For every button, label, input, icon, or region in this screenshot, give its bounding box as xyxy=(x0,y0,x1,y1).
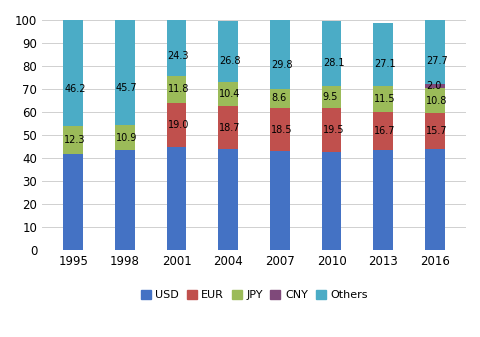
Text: 26.8: 26.8 xyxy=(219,56,240,66)
Bar xyxy=(115,125,134,150)
Text: 27.7: 27.7 xyxy=(425,56,447,66)
Bar xyxy=(321,86,341,108)
Text: 19.5: 19.5 xyxy=(322,125,344,135)
Text: 9.5: 9.5 xyxy=(322,92,337,102)
Text: 11.8: 11.8 xyxy=(168,85,189,94)
Text: 19.0: 19.0 xyxy=(168,120,189,130)
Text: 46.2: 46.2 xyxy=(64,84,85,94)
Text: 2.0: 2.0 xyxy=(425,81,441,91)
Text: 11.5: 11.5 xyxy=(373,94,395,104)
Bar xyxy=(424,113,444,149)
Text: 15.7: 15.7 xyxy=(425,126,447,136)
Bar xyxy=(424,88,444,113)
Bar xyxy=(218,82,238,106)
Bar xyxy=(218,149,238,250)
Bar xyxy=(115,20,134,125)
Text: 10.4: 10.4 xyxy=(219,89,240,99)
Bar xyxy=(218,106,238,149)
Bar xyxy=(115,150,134,250)
Bar xyxy=(372,23,392,86)
Text: 24.3: 24.3 xyxy=(168,51,189,61)
Text: 10.8: 10.8 xyxy=(425,96,446,106)
Legend: USD, EUR, JPY, CNY, Others: USD, EUR, JPY, CNY, Others xyxy=(136,285,371,305)
Bar xyxy=(372,86,392,112)
Bar xyxy=(372,112,392,150)
Bar xyxy=(424,84,444,88)
Text: 45.7: 45.7 xyxy=(116,83,137,93)
Bar xyxy=(321,152,341,250)
Text: 18.5: 18.5 xyxy=(271,125,292,134)
Bar xyxy=(63,154,83,250)
Text: 18.7: 18.7 xyxy=(219,123,240,133)
Bar xyxy=(269,20,289,89)
Bar xyxy=(218,21,238,82)
Bar xyxy=(63,126,83,154)
Bar xyxy=(167,20,186,76)
Bar xyxy=(321,21,341,86)
Text: 16.7: 16.7 xyxy=(373,126,395,136)
Text: 8.6: 8.6 xyxy=(271,93,286,103)
Text: 29.8: 29.8 xyxy=(271,60,292,69)
Bar xyxy=(424,149,444,250)
Text: 10.9: 10.9 xyxy=(116,132,137,143)
Text: 12.3: 12.3 xyxy=(64,135,85,145)
Bar xyxy=(167,103,186,147)
Text: 27.1: 27.1 xyxy=(373,59,395,69)
Bar xyxy=(269,151,289,250)
Bar xyxy=(424,20,444,84)
Bar xyxy=(321,108,341,152)
Bar xyxy=(167,76,186,103)
Text: 28.1: 28.1 xyxy=(322,58,344,68)
Bar xyxy=(372,150,392,250)
Bar xyxy=(269,108,289,151)
Bar xyxy=(167,147,186,250)
Bar xyxy=(269,89,289,108)
Bar xyxy=(63,20,83,126)
